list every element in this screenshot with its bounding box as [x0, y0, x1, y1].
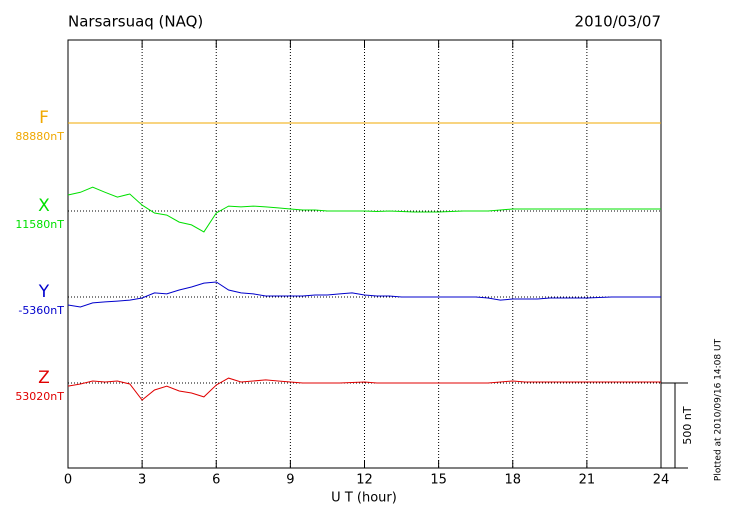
x-tick-label: 15: [430, 473, 447, 488]
x-tick-label: 3: [138, 473, 146, 488]
series-baseline: 88880nT: [15, 130, 64, 143]
x-tick-label: 24: [653, 473, 670, 488]
footnote: Plotted at 2010/09/16 14:08 UT: [714, 338, 724, 481]
x-tick-label: 21: [579, 473, 596, 488]
series-name: X: [38, 196, 50, 216]
x-axis-label: U T (hour): [331, 491, 397, 506]
series-baseline: 53020nT: [15, 390, 64, 403]
series-line: [67, 377, 661, 401]
series-line: [67, 186, 661, 233]
series-name: Y: [38, 282, 50, 302]
series-line: [67, 281, 661, 308]
series-name: Z: [38, 368, 50, 388]
series-baseline: -5360nT: [18, 304, 64, 317]
chart-title: Narsarsuaq (NAQ): [68, 13, 203, 31]
x-tick-label: 6: [212, 473, 220, 488]
x-tick-label: 18: [504, 473, 521, 488]
x-tick-label: 12: [356, 473, 373, 488]
x-tick-label: 9: [286, 473, 294, 488]
series-baseline: 11580nT: [15, 218, 64, 231]
date: 2010/03/07: [575, 13, 661, 31]
scale-bar-label: 500 nT: [681, 406, 694, 444]
series-name: F: [39, 108, 49, 128]
x-tick-label: 0: [64, 473, 72, 488]
